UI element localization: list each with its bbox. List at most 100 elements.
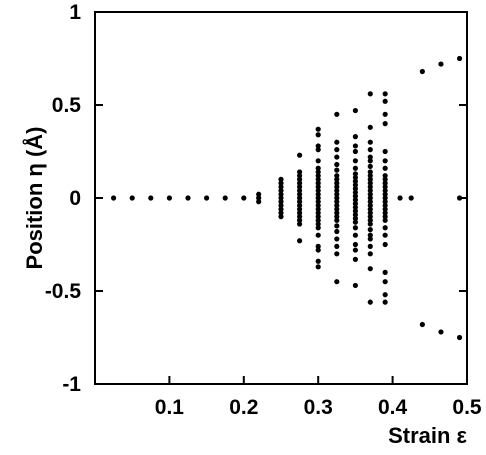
data-point	[334, 217, 340, 223]
data-point	[367, 169, 373, 175]
data-point	[334, 251, 340, 257]
data-point	[367, 184, 373, 190]
y-axis-ticks: 1 0.5 0 -0.5 -1	[45, 1, 467, 396]
data-point	[241, 195, 247, 201]
data-point	[297, 221, 303, 227]
data-point	[256, 195, 262, 201]
y-axis-label: Position η (Å)	[21, 127, 47, 270]
data-point	[297, 238, 303, 244]
data-point	[315, 184, 321, 190]
data-point	[367, 202, 373, 209]
data-point	[382, 279, 388, 285]
data-point	[352, 189, 358, 196]
data-point	[352, 158, 358, 164]
data-point	[204, 195, 210, 201]
data-point	[334, 154, 340, 160]
data-point	[367, 176, 373, 182]
data-point	[367, 214, 373, 220]
data-point	[352, 232, 358, 238]
data-point	[367, 206, 373, 212]
data-point	[297, 187, 303, 194]
data-point	[334, 223, 340, 229]
data-point	[334, 180, 340, 186]
data-point	[456, 334, 463, 341]
data-point	[256, 199, 262, 205]
data-point	[297, 152, 303, 158]
data-point	[278, 199, 284, 205]
data-point	[382, 191, 388, 197]
data-point	[256, 191, 262, 197]
data-point	[382, 210, 388, 216]
data-point	[382, 214, 388, 220]
data-point	[315, 247, 321, 253]
data-point	[352, 134, 358, 140]
data-point	[382, 217, 388, 223]
data-point	[297, 180, 303, 186]
data-point	[352, 219, 358, 225]
data-point	[352, 212, 358, 218]
data-point	[367, 266, 373, 272]
y-tick-label: 1	[69, 1, 81, 24]
data-point	[315, 232, 321, 238]
data-point	[367, 227, 373, 233]
data-point	[297, 173, 303, 179]
data-point	[382, 184, 388, 190]
data-point	[352, 256, 358, 262]
data-point	[352, 143, 358, 149]
data-point	[166, 195, 172, 201]
data-point	[367, 232, 373, 238]
data-point	[367, 236, 373, 242]
data-point	[382, 148, 388, 155]
data-point	[352, 148, 358, 155]
data-point	[334, 210, 340, 216]
y-tick-label: 0	[69, 187, 81, 210]
data-point	[352, 197, 358, 203]
data-point	[438, 61, 444, 67]
data-points	[111, 55, 463, 341]
data-point	[297, 195, 303, 201]
data-point	[278, 191, 284, 197]
x-tick-label: 0.1	[155, 396, 185, 419]
data-point	[315, 206, 321, 212]
data-point	[334, 195, 340, 201]
data-point	[315, 169, 321, 175]
data-point	[352, 282, 358, 289]
data-point	[334, 173, 340, 179]
data-point	[382, 180, 388, 186]
data-point	[382, 225, 388, 231]
data-point	[278, 214, 284, 220]
data-point	[367, 154, 373, 160]
data-point	[315, 264, 321, 270]
data-point	[367, 163, 373, 169]
x-tick-label: 0.4	[378, 396, 408, 419]
data-point	[352, 204, 358, 210]
data-point	[334, 202, 340, 209]
data-point	[334, 184, 340, 190]
data-point	[352, 200, 358, 207]
data-point	[352, 174, 358, 181]
data-point	[382, 158, 388, 164]
data-point	[111, 195, 117, 201]
data-point	[315, 225, 321, 231]
data-point	[334, 191, 340, 197]
data-point	[278, 187, 284, 194]
y-tick-label: -1	[62, 373, 81, 396]
data-point	[382, 98, 388, 104]
data-point	[382, 202, 388, 209]
data-point	[408, 195, 414, 201]
data-point	[352, 171, 358, 177]
data-point	[297, 214, 303, 220]
data-point	[315, 173, 321, 179]
data-point	[278, 206, 284, 212]
data-point	[334, 214, 340, 220]
data-point	[297, 176, 303, 182]
data-point	[297, 169, 303, 175]
data-point	[334, 167, 340, 173]
data-point	[297, 206, 303, 212]
data-point	[367, 210, 373, 216]
data-point	[382, 187, 388, 194]
data-point	[367, 124, 373, 130]
data-point	[334, 111, 340, 117]
data-point	[315, 158, 321, 164]
